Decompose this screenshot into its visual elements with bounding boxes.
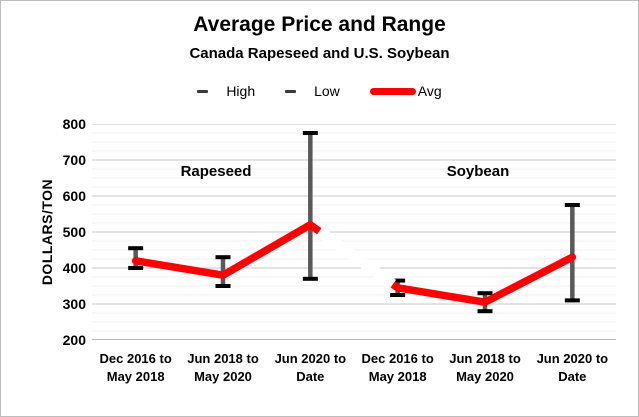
high-cap <box>128 246 144 251</box>
y-tick-label: 200 <box>62 332 86 348</box>
x-category-label: Jun 2018 to May 2020 <box>449 351 521 384</box>
group-label-rapeseed: Rapeseed <box>180 163 252 180</box>
legend-item-avg: Avg <box>369 83 442 99</box>
high-cap <box>302 131 318 135</box>
high-cap <box>215 255 231 260</box>
low-cap <box>564 298 580 303</box>
low-cap <box>302 276 318 281</box>
group-separator-mask <box>316 226 397 289</box>
legend-label-high: High <box>226 83 256 99</box>
x-category-label: Dec 2016 to May 2018 <box>361 351 434 384</box>
y-tick-label: 500 <box>62 224 86 240</box>
high-cap <box>564 203 580 207</box>
legend-label-avg: Avg <box>417 83 442 99</box>
high-dash-icon <box>197 89 209 93</box>
y-tick-label: 400 <box>62 260 86 276</box>
x-category-label: Jun 2020 to Date <box>274 351 347 384</box>
avg-line <box>131 221 577 306</box>
plot-area <box>92 123 616 341</box>
high-cap <box>390 278 406 283</box>
avg-line-icon <box>369 87 416 95</box>
legend-label-low: Low <box>314 83 340 99</box>
high-cap <box>477 291 493 296</box>
x-category-label: Jun 2020 to Date <box>536 351 609 384</box>
chart-subtitle: Canada Rapeseed and U.S. Soybean <box>189 45 450 62</box>
y-tick-label: 600 <box>62 188 86 204</box>
legend-item-low: Low <box>285 83 340 99</box>
legend-item-high: High <box>197 83 255 99</box>
chart-canvas <box>92 123 616 341</box>
low-cap <box>477 309 493 314</box>
x-category-label: Jun 2018 to May 2020 <box>187 351 259 384</box>
y-tick-label: 800 <box>62 116 86 132</box>
y-tick-label: 700 <box>62 152 86 168</box>
legend: High Low Avg <box>1 83 638 99</box>
group-label-soybean: Soybean <box>446 163 510 180</box>
x-category-label: Dec 2016 to May 2018 <box>99 351 172 384</box>
low-cap <box>128 266 144 270</box>
low-cap <box>390 293 406 297</box>
low-cap <box>215 284 231 288</box>
y-tick-label: 300 <box>62 296 86 312</box>
low-dash-icon <box>285 89 297 93</box>
chart-title: Average Price and Range <box>193 13 446 36</box>
